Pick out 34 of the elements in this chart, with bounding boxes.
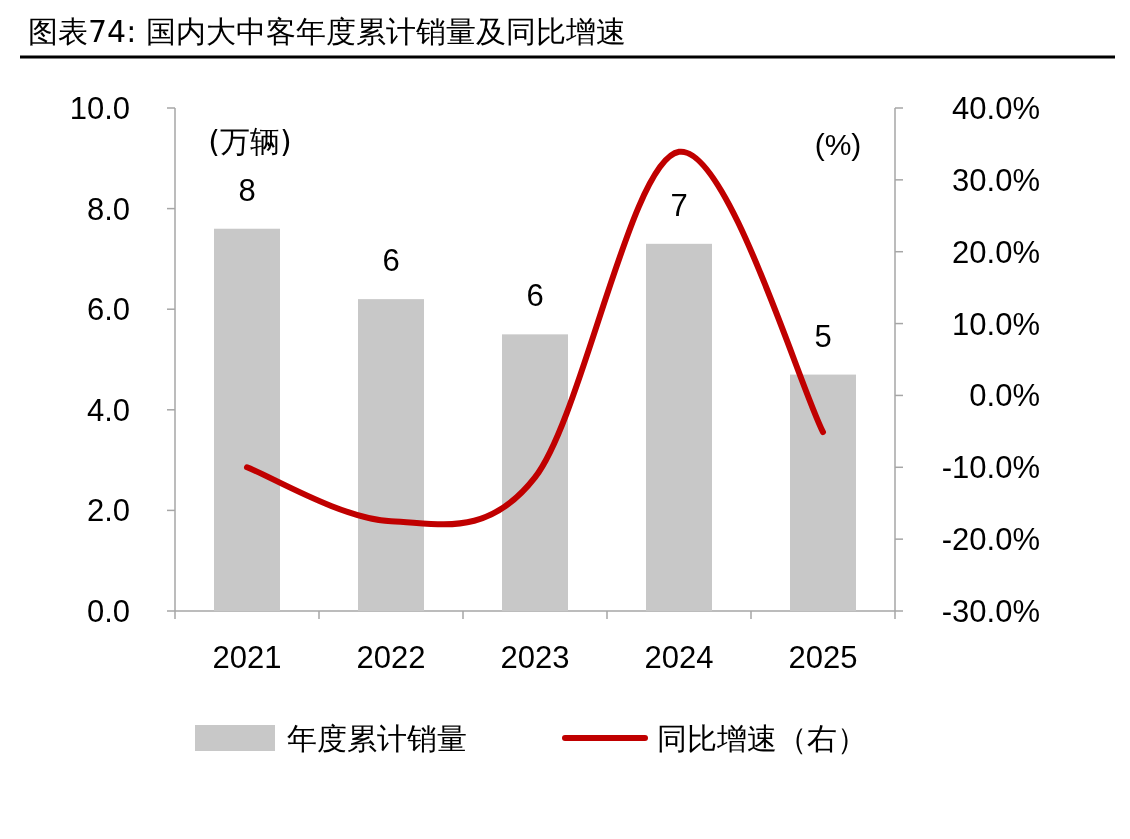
y2-tick-label: -30.0% [941,594,1040,629]
bar [646,243,712,611]
bar [502,334,568,611]
y2-tick-label: 10.0% [952,306,1040,342]
y-tick-label: 4.0 [86,392,130,428]
bar [790,374,856,611]
x-tick-label: 2024 [644,640,714,675]
y2-axis-title: (%) [814,128,862,161]
y2-tick-label: 40.0% [952,91,1040,126]
y-tick-label: 8.0 [86,191,130,227]
legend-label: 同比增速（右） [657,721,867,756]
x-tick-label: 2021 [212,640,282,675]
data-label: 5 [814,318,832,354]
y2-tick-label: -10.0% [941,450,1040,486]
y-tick-label: 10.0 [69,91,130,126]
y-tick-label: 0.0 [86,594,130,629]
y-tick-label: 2.0 [86,493,130,529]
data-label: 6 [526,278,544,314]
x-tick-label: 2025 [788,640,858,675]
data-label: 8 [238,172,256,208]
x-tick-label: 2022 [356,640,426,675]
bar [214,228,280,611]
y2-tick-label: 0.0% [969,378,1040,414]
x-tick-label: 2023 [500,640,570,675]
y-tick-label: 6.0 [86,292,130,328]
bar [358,299,424,611]
data-label: 7 [670,187,688,223]
legend-label: 年度累计销量 [287,721,467,756]
chart-title: 图表74: 国内大中客年度累计销量及同比增速 [28,14,626,49]
y2-tick-label: 20.0% [952,234,1040,270]
y-axis-title: (万辆) [208,124,292,159]
y2-tick-label: -20.0% [941,522,1040,558]
data-label: 6 [382,243,400,279]
y2-tick-label: 30.0% [952,162,1040,198]
